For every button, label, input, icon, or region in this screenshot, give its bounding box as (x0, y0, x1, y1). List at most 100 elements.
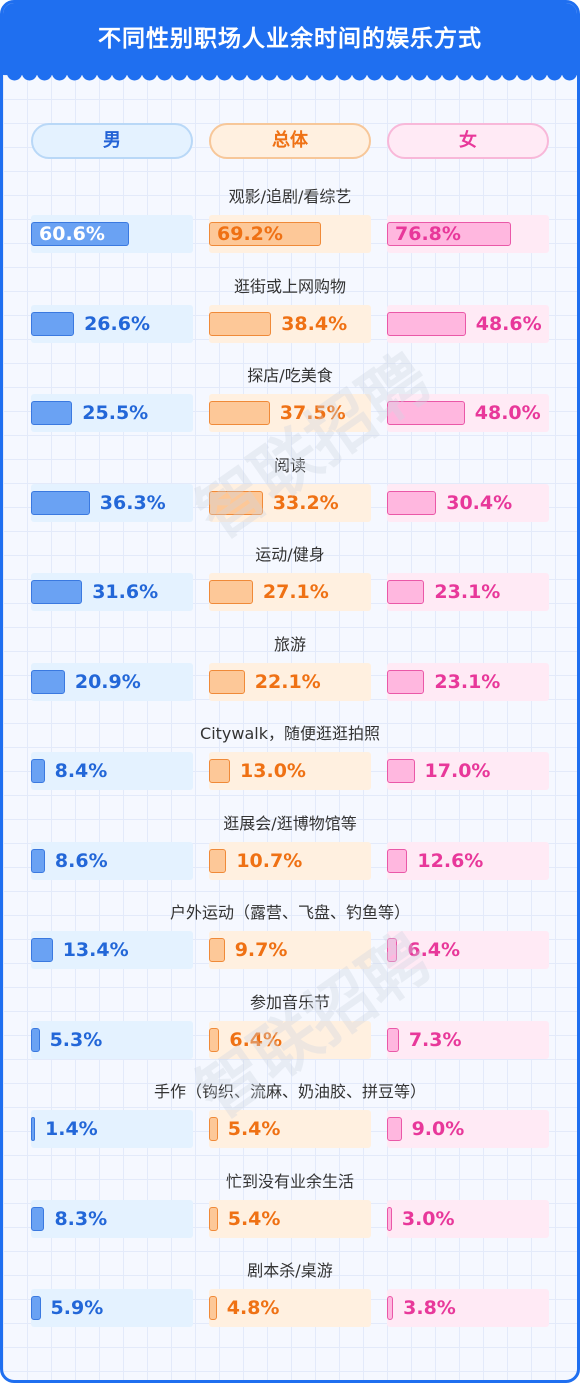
bar-female (387, 1117, 402, 1141)
bar-track-female: 48.0% (387, 394, 549, 432)
bar-track-total: 6.4% (209, 1020, 371, 1059)
value-label-total: 10.7% (236, 849, 303, 872)
bar-track-total: 9.7% (209, 931, 371, 969)
bar-male (31, 1117, 35, 1141)
legend-male: 男 (31, 123, 193, 159)
value-label-male: 8.6% (54, 849, 108, 872)
value-label-female: 3.0% (401, 1207, 455, 1230)
value-label-female: 3.8% (403, 1297, 456, 1319)
title-banner (3, 3, 577, 75)
bar-track-female: 23.1% (387, 573, 549, 611)
bar-track-male: 5.3% (31, 1020, 193, 1059)
bar-male (31, 222, 130, 246)
value-label-total: 13.0% (240, 760, 306, 782)
value-label-total: 37.5% (279, 402, 346, 424)
bar-total (209, 848, 227, 873)
bar-male (31, 1027, 40, 1052)
category-label: 逛展会/逛博物馆等 (223, 813, 357, 833)
category-label: 剧本杀/桌游 (247, 1261, 333, 1280)
value-label-female: 76.8% (395, 223, 461, 245)
bar-track-female: 12.6% (387, 841, 549, 880)
bar-total (209, 311, 272, 336)
value-label-female: 23.1% (434, 670, 501, 693)
value-label-female: 23.1% (434, 581, 501, 603)
bar-female (387, 759, 415, 783)
bar-track-female: 23.1% (387, 662, 549, 701)
bar-female (387, 669, 425, 694)
value-label-total: 27.1% (262, 581, 329, 603)
value-label-total: 9.7% (234, 939, 288, 961)
bar-track-female: 3.0% (387, 1199, 549, 1238)
bar-track-male: 8.4% (31, 752, 193, 790)
bar-total (209, 938, 225, 962)
bar-female (387, 311, 466, 336)
bar-track-male: 13.4% (31, 931, 193, 969)
legend-female: 女 (387, 123, 549, 159)
bar-total (209, 759, 231, 783)
value-label-female: 6.4% (407, 939, 461, 961)
bar-male (31, 1296, 41, 1320)
bar-track-female: 48.6% (387, 304, 549, 343)
bar-total (209, 222, 322, 246)
bar-track-female: 9.0% (387, 1110, 549, 1148)
bar-female (387, 490, 437, 515)
value-label-total: 22.1% (254, 670, 321, 693)
category-label: 探店/吃美食 (247, 366, 333, 385)
bar-male (31, 1206, 45, 1231)
bar-total (209, 1027, 220, 1052)
bar-male (31, 759, 45, 783)
value-label-male: 20.9% (74, 670, 141, 693)
bar-track-total: 38.4% (209, 304, 371, 343)
bar-track-female: 7.3% (387, 1020, 549, 1059)
category-label: 阅读 (273, 455, 306, 475)
bar-track-male: 60.6% (31, 215, 193, 253)
bar-track-male: 31.6% (31, 573, 193, 611)
bar-track-female: 3.8% (387, 1289, 549, 1327)
category-label: 旅游 (273, 634, 306, 654)
bar-track-total: 69.2% (209, 215, 371, 253)
bar-female (387, 222, 512, 246)
category-label: 逛街或上网购物 (233, 276, 346, 296)
value-label-female: 17.0% (424, 760, 491, 782)
bar-track-total: 33.2% (209, 483, 371, 522)
value-label-male: 13.4% (62, 939, 129, 961)
bar-track-female: 17.0% (387, 752, 549, 790)
value-label-female: 7.3% (408, 1028, 462, 1051)
bar-track-male: 5.9% (31, 1289, 193, 1327)
bar-track-female: 30.4% (387, 483, 549, 522)
value-label-total: 6.4% (229, 1028, 283, 1051)
category-label: 忙到没有业余生活 (225, 1171, 354, 1191)
bar-track-male: 25.5% (31, 394, 193, 432)
bar-track-total: 22.1% (209, 662, 371, 701)
bar-male (31, 580, 83, 604)
bar-female (387, 401, 465, 425)
bar-male (31, 938, 53, 962)
bar-female (387, 848, 408, 873)
bar-female (387, 1027, 399, 1052)
bar-male (31, 848, 45, 873)
value-label-male: 8.3% (54, 1207, 108, 1230)
category-label: 观影/追剧/看综艺 (228, 187, 352, 206)
banner-scallop-edge (3, 69, 577, 81)
bar-male (31, 401, 73, 425)
bar-track-male: 1.4% (31, 1110, 193, 1148)
value-label-female: 48.6% (475, 312, 542, 335)
bar-female (387, 1296, 394, 1320)
scallop-shape (3, 69, 577, 81)
bar-track-male: 26.6% (31, 304, 193, 343)
category-label: 运动/健身 (255, 545, 325, 564)
bar-male (31, 490, 90, 515)
bar-track-male: 36.3% (31, 483, 193, 522)
bar-female (387, 580, 425, 604)
category-label: 户外运动（露营、飞盘、钓鱼等） (169, 903, 410, 922)
bar-track-male: 20.9% (31, 662, 193, 701)
value-label-male: 31.6% (92, 581, 159, 603)
bar-male (31, 311, 75, 336)
value-label-total: 5.4% (227, 1118, 281, 1140)
category-label: 参加音乐节 (249, 992, 330, 1012)
value-label-total: 38.4% (281, 312, 348, 335)
bar-track-female: 76.8% (387, 215, 549, 253)
legend-total: 总体 (209, 123, 371, 159)
value-label-male: 5.3% (49, 1028, 103, 1051)
